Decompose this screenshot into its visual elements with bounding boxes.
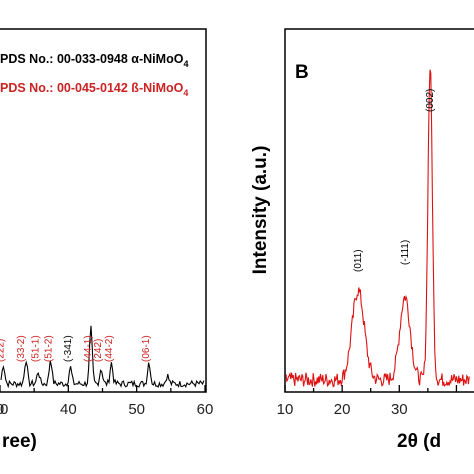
legend-beta-entry: PDS No.: 00-045-0142 ß-NiMoO4 xyxy=(0,81,188,98)
legend-alpha-sub: 4 xyxy=(183,59,188,69)
panel-b-x-axis-title: 2θ (d xyxy=(397,431,441,452)
panel-a-peak-label: (33-2) xyxy=(16,335,27,362)
panel-a: 040506070 (222)(33-2)(51-1)(51-2)(-341)(… xyxy=(0,28,213,452)
panel-b: 10 20 30 (011) (-111) (002) B Intensity (a.u… xyxy=(250,28,474,452)
panel-b-peak-label: (002) xyxy=(425,89,436,112)
panel-a-peak-labels: (222) (33-2) (51-1) (51-2) (-341) (44-1) (242)… xyxy=(0,335,152,362)
panel-a-x-axis-title: ree) xyxy=(2,431,37,452)
panel-a-peak-label: (222) xyxy=(0,339,6,362)
panel-a-x-tick-label: 70 xyxy=(0,401,8,418)
panel-b-frame xyxy=(284,28,474,393)
panel-b-x-ticks: 10 20 30 xyxy=(277,385,458,418)
panel-b-x-tick-label: 20 xyxy=(334,401,351,418)
panel-a-x-tick-label: 50 xyxy=(128,401,145,418)
panel-a-peak-label: (-341) xyxy=(63,335,74,362)
panel-a-peak-label: (06-1) xyxy=(141,335,152,362)
panel-b-peak-labels: (011) (-111) (002) xyxy=(353,89,436,272)
panel-a-peak-label: (51-2) xyxy=(43,335,54,362)
panel-a-peak-label: (44-2) xyxy=(104,335,115,362)
panel-b-x-tick-label: 10 xyxy=(277,401,294,418)
panel-a-peak-label: (51-1) xyxy=(30,335,41,362)
panel-b-peak-label: (011) xyxy=(353,249,364,272)
panel-a-peak-label: (44-1) xyxy=(83,335,94,362)
panel-a-x-ticks: 0 40 50 60 70 xyxy=(0,385,213,418)
legend-alpha-entry: PDS No.: 00-033-0948 α-NiMoO4 xyxy=(0,52,188,69)
panel-a-x-tick-label: 60 xyxy=(197,401,214,418)
panel-b-peak-label: (-111) xyxy=(400,240,411,265)
panel-b-series-line xyxy=(285,69,470,388)
panel-a-peak-label: (242) xyxy=(93,339,104,362)
panel-a-x-tick-label: 40 xyxy=(60,401,77,418)
panel-a-series-line xyxy=(0,325,205,389)
panel-b-letter: B xyxy=(295,62,309,83)
legend-beta-text: PDS No.: 00-045-0142 ß-NiMoO xyxy=(0,81,184,95)
panel-b-y-axis-title: Intensity (a.u.) xyxy=(250,146,271,275)
legend-beta-sub: 4 xyxy=(183,88,188,98)
legend-alpha-text: PDS No.: 00-033-0948 α-NiMoO xyxy=(0,52,184,66)
panel-a-x-tick-label: 0 xyxy=(0,401,4,418)
panel-b-x-tick-label: 30 xyxy=(391,401,408,418)
